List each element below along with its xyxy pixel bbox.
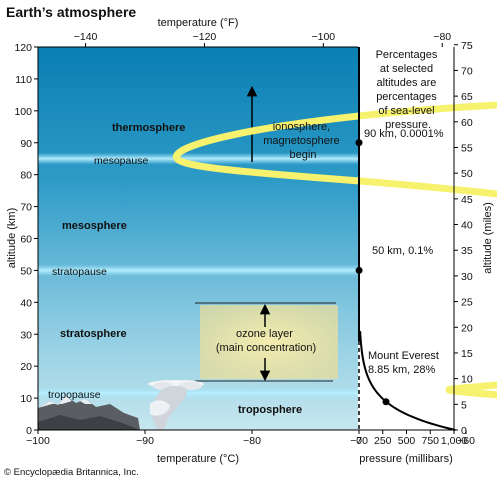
plot-area <box>38 47 497 431</box>
left-tick-label: 90 <box>20 138 32 150</box>
pressure-note-line: pressure. <box>385 119 431 131</box>
pressure-note-line: of sea-level <box>378 105 434 117</box>
left-tick-label: 0 <box>26 425 32 437</box>
left-tick-label: 120 <box>14 42 32 54</box>
ozone-note: ozone layer (main concentration) <box>216 328 316 354</box>
ozone-note-line: ozone layer <box>236 328 293 340</box>
band-mesopause <box>38 152 358 165</box>
everest-note-line: 8.85 km, 28% <box>368 364 435 376</box>
temperature-curve <box>173 101 497 399</box>
ozone-layer-box <box>195 302 338 382</box>
left-tick-label: 60 <box>20 234 32 246</box>
left-tick-label: 110 <box>15 74 32 86</box>
band-tropopause <box>38 387 358 400</box>
right-tick-label: 70 <box>461 65 473 77</box>
left-tick-label: 80 <box>20 170 32 182</box>
bottom-tick-label: −90 <box>136 435 154 447</box>
ionosphere-note: ionosphere, magnetosphere begin <box>263 121 343 161</box>
pressure-tick-label: 1,000 <box>441 435 467 447</box>
left-tick-label: 10 <box>20 393 32 405</box>
top-tick-label: −80 <box>433 31 451 43</box>
top-tick-label: −100 <box>312 31 336 43</box>
pressure-note-line: altitudes are <box>377 77 437 89</box>
pressure-tick-label: 0 <box>356 435 362 447</box>
left-tick-label: 70 <box>20 202 32 214</box>
everest-note: Mount Everest 8.85 km, 28% <box>368 350 442 376</box>
layer-troposphere: troposphere <box>238 404 302 416</box>
pressure-label-90km: 90 km, 0.0001% <box>364 128 444 140</box>
pressure-label-50km: 50 km, 0.1% <box>372 245 433 257</box>
right-tick-label: 10 <box>461 374 473 386</box>
pressure-axis-label: pressure (millibars) <box>359 453 453 465</box>
right-tick-label: 45 <box>461 194 473 206</box>
pressure-note-line: percentages <box>376 91 437 103</box>
right-tick-label: 55 <box>461 142 473 154</box>
right-tick-label: 15 <box>461 348 473 360</box>
left-tick-label: 20 <box>20 361 32 373</box>
boundary-mesopause: mesopause <box>94 155 148 167</box>
copyright-credit: © Encyclopædia Britannica, Inc. <box>4 467 139 478</box>
mountains-icon <box>38 396 140 430</box>
right-tick-label: 65 <box>461 91 473 103</box>
boundary-tropopause: tropopause <box>48 389 101 401</box>
axes: 0 10 20 30 40 50 60 70 80 90 100 110 120 0 5 10 15 20 25 3… <box>14 31 475 447</box>
pressure-note-line: Percentages <box>376 49 438 61</box>
right-tick-label: 60 <box>461 117 473 129</box>
right-axis-label: altitude (miles) <box>482 202 494 274</box>
left-tick-label: 40 <box>20 297 32 309</box>
pressure-note-line: at selected <box>380 63 433 75</box>
left-tick-label: 100 <box>14 106 32 118</box>
band-stratopause <box>38 264 358 277</box>
ionosphere-note-line: ionosphere, <box>273 121 331 133</box>
right-tick-label: 30 <box>461 271 473 283</box>
layer-stratosphere: stratosphere <box>60 328 127 340</box>
left-tick-label: 50 <box>20 265 32 277</box>
pressure-tick-label: 750 <box>421 435 439 447</box>
pressure-curve <box>359 331 456 431</box>
layer-mesosphere: mesosphere <box>62 220 127 232</box>
right-tick-label: 35 <box>461 245 473 257</box>
pressure-marker <box>382 398 390 406</box>
bottom-tick-label: −60 <box>457 435 475 447</box>
pressure-note: Percentages at selected altitudes are pe… <box>376 49 441 131</box>
right-tick-label: 75 <box>461 40 473 52</box>
right-tick-label: 5 <box>461 399 467 411</box>
bottom-tick-label: −70 <box>350 435 368 447</box>
bottom-tick-label: −80 <box>243 435 261 447</box>
layer-thermosphere: thermosphere <box>112 122 185 134</box>
right-tick-label: 40 <box>461 220 473 232</box>
right-tick-label: 0 <box>461 425 467 437</box>
everest-note-line: Mount Everest <box>368 350 439 362</box>
storm-cloud-icon <box>148 380 204 430</box>
bottom-tick-label: −100 <box>26 435 50 447</box>
pressure-tick-label: 250 <box>374 435 392 447</box>
right-tick-label: 50 <box>461 168 473 180</box>
top-tick-label: −120 <box>193 31 217 43</box>
right-tick-label: 20 <box>461 322 473 334</box>
left-axis-label: altitude (km) <box>6 208 18 269</box>
ionosphere-note-line: begin <box>290 149 317 161</box>
ionosphere-note-line: magnetosphere <box>263 135 339 147</box>
bottom-axis-label: temperature (°C) <box>157 453 239 465</box>
top-axis-label: temperature (°F) <box>158 17 239 29</box>
right-tick-label: 25 <box>461 297 473 309</box>
chart-title: Earth’s atmosphere <box>6 4 136 20</box>
left-tick-label: 30 <box>20 329 32 341</box>
top-tick-label: −140 <box>74 31 98 43</box>
ozone-note-line: (main concentration) <box>216 342 316 354</box>
boundary-stratopause: stratopause <box>52 266 107 278</box>
pressure-tick-label: 500 <box>398 435 416 447</box>
